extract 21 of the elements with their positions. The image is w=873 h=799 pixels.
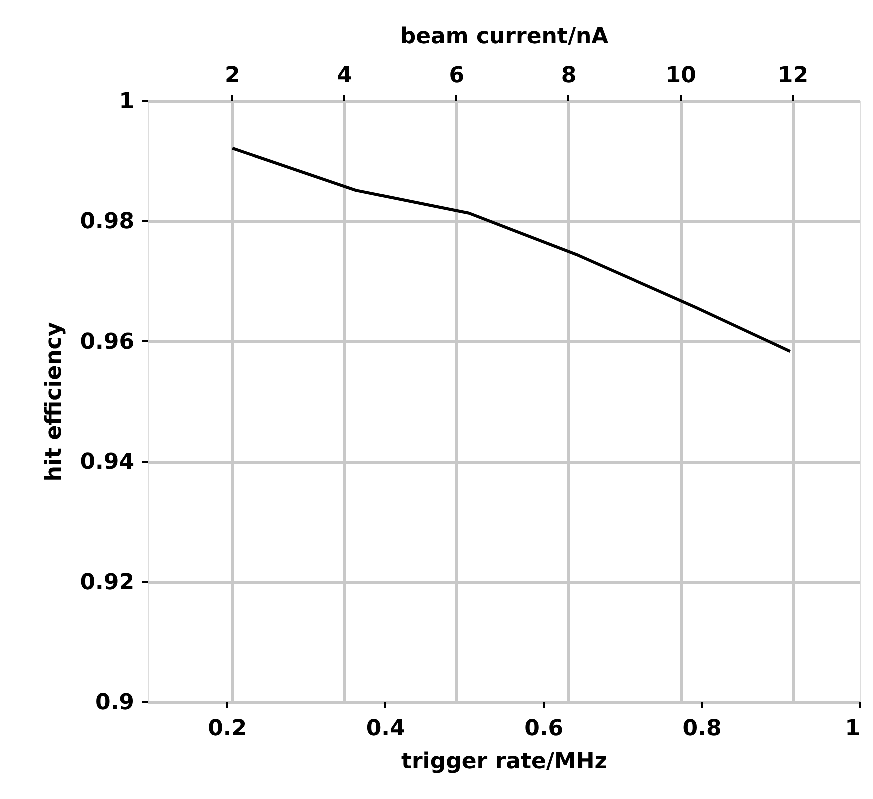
y-tick-label: 1 [119, 90, 134, 114]
x-tick-label: 0.2 [208, 716, 248, 742]
x-tick-label: 0.4 [366, 716, 406, 742]
y-axis-title: hit efficiency [42, 322, 68, 482]
x2-tick-label: 4 [337, 64, 352, 88]
x-tick-label: 0.8 [682, 716, 722, 742]
x2-tick-label: 8 [561, 64, 577, 88]
y-tick-label: 0.98 [80, 210, 134, 235]
x-tick-label: 1 [845, 716, 860, 742]
line-series [231, 146, 792, 354]
y-tick-label: 0.9 [96, 690, 134, 716]
x2-tick-label: 6 [449, 64, 465, 88]
x-axis-title: trigger rate/MHz [401, 750, 608, 774]
y-tick-label: 0.92 [80, 570, 134, 596]
x2-axis-title: beam current/nA [400, 24, 609, 50]
y-tick-label: 0.96 [80, 330, 134, 355]
y-tick-label: 0.94 [80, 450, 134, 476]
x2-tick-label: 2 [224, 64, 240, 88]
x2-tick-label: 12 [778, 64, 809, 88]
x2-tick-label: 10 [666, 64, 696, 88]
x-tick-label: 0.6 [524, 716, 564, 742]
